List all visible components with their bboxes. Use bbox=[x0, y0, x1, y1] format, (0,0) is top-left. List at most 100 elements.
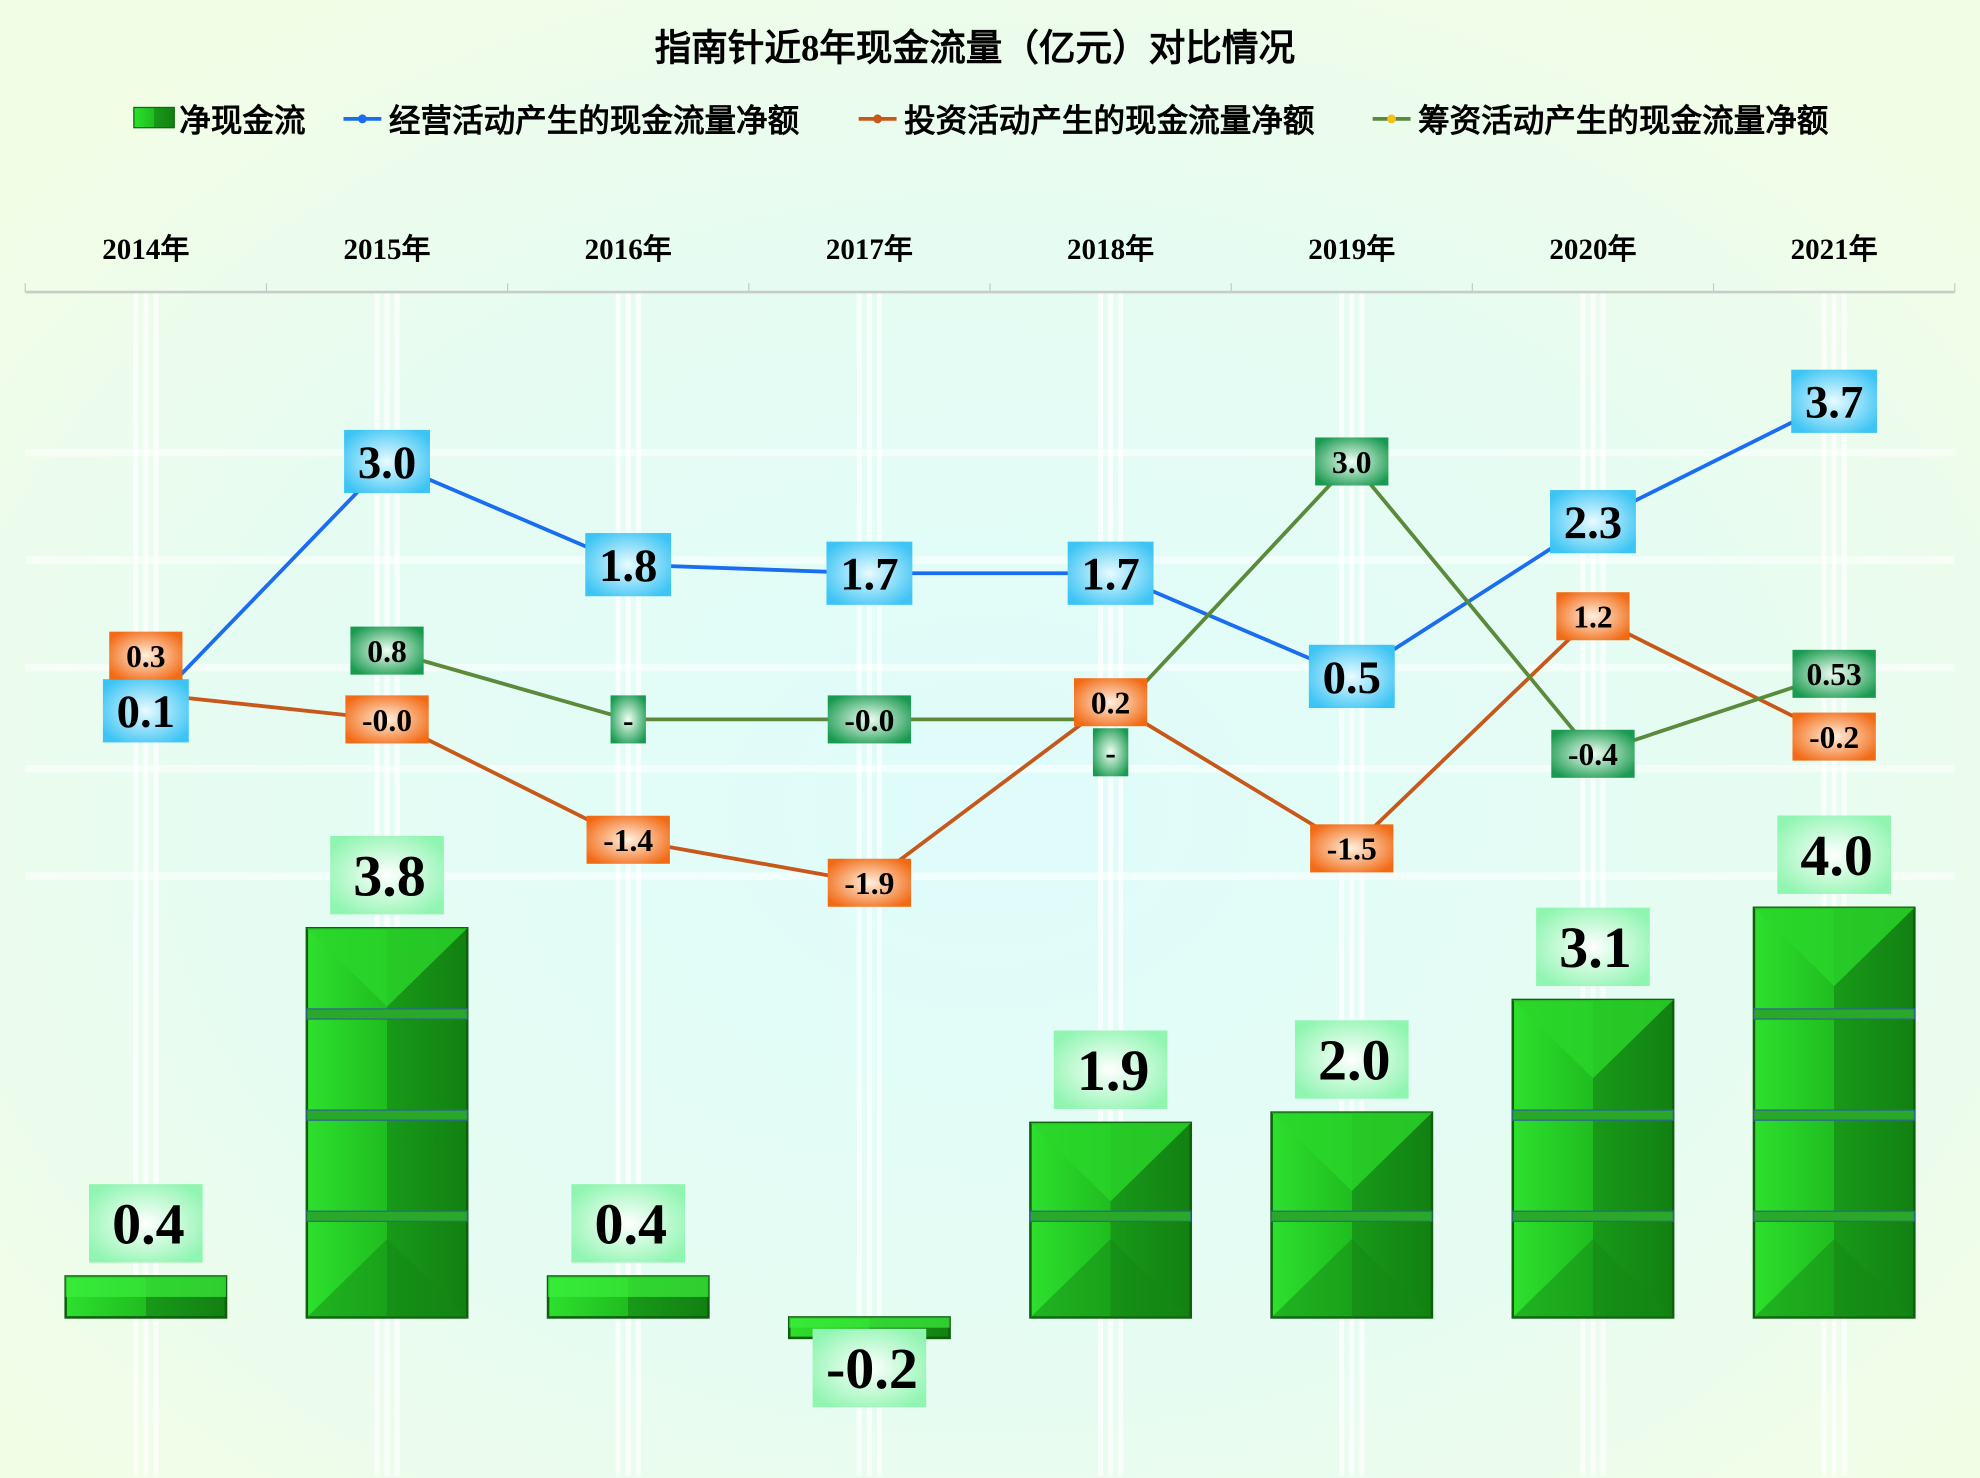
category-tick-label: 2014年 bbox=[102, 232, 189, 266]
bar-segment-band bbox=[1029, 1210, 1192, 1222]
bar-segment-band bbox=[1753, 1008, 1915, 1020]
bar-segment-band bbox=[1753, 1210, 1915, 1222]
line-value-label: 0.1 bbox=[117, 686, 175, 738]
net-cash-bar: 1.9 bbox=[1029, 1030, 1193, 1319]
category-tick-label: 2017年 bbox=[826, 232, 913, 266]
column-stripe bbox=[1118, 293, 1124, 1476]
bar-highlight bbox=[548, 1276, 709, 1297]
net-cash-bar: 3.1 bbox=[1511, 907, 1675, 1319]
net-value-label: 0.4 bbox=[112, 1192, 185, 1257]
line-value-label-box bbox=[1092, 728, 1129, 777]
line-value-label: - bbox=[623, 703, 634, 738]
line-value-label: -0.4 bbox=[1568, 737, 1618, 772]
bar-top-facet bbox=[1030, 1122, 1191, 1202]
line-value-label-box bbox=[1073, 678, 1148, 727]
column-stripe bbox=[1600, 293, 1606, 1476]
category-tick-label: 2015年 bbox=[343, 232, 430, 266]
line-value-label-box bbox=[350, 626, 424, 675]
legend-label: 筹资活动产生的现金流量净额 bbox=[1418, 102, 1829, 138]
line-value-label-box bbox=[586, 815, 670, 864]
row-stripe bbox=[25, 556, 1955, 564]
line-value-label-box bbox=[1792, 649, 1876, 698]
line-value-label: 3.0 bbox=[1332, 445, 1371, 480]
bar-segment-band bbox=[1512, 1109, 1674, 1121]
row-stripe bbox=[25, 448, 1955, 457]
bar-segment-band bbox=[1512, 1210, 1674, 1222]
net-cash-bar: -0.2 bbox=[787, 1316, 951, 1408]
column-stripe bbox=[1349, 293, 1355, 1476]
row-stripe bbox=[25, 764, 1955, 773]
column-stripe bbox=[1108, 293, 1114, 1476]
net-cash-bar: 4.0 bbox=[1752, 815, 1916, 1319]
bar-segment-band bbox=[306, 1008, 468, 1020]
column-stripe bbox=[1097, 293, 1104, 1476]
category-tick-label: 2016年 bbox=[585, 232, 672, 266]
net-value-label: -0.2 bbox=[826, 1336, 918, 1401]
line-value-label-box bbox=[827, 695, 912, 744]
category-tick-label: 2018年 bbox=[1067, 232, 1154, 266]
net-cash-bar: 2.0 bbox=[1270, 1020, 1434, 1319]
legend: 净现金流 经营活动产生的现金流量净额 投资活动产生的现金流量净额 筹资活动产生的现金流… bbox=[133, 102, 1829, 138]
line-value-label: 1.8 bbox=[599, 540, 657, 592]
legend-marker-icon bbox=[357, 114, 367, 124]
line-value-label: 0.3 bbox=[126, 639, 165, 674]
bar-bottom-facet bbox=[1030, 1239, 1191, 1318]
column-stripe bbox=[133, 293, 139, 1476]
column-stripe bbox=[635, 293, 641, 1476]
legend-bar-icon bbox=[133, 106, 175, 129]
line-value-label: -1.9 bbox=[844, 866, 894, 901]
net-value-label: 2.0 bbox=[1318, 1028, 1391, 1093]
line-value-label-box bbox=[345, 695, 429, 744]
net-value-label: 3.1 bbox=[1559, 915, 1632, 980]
line-value-label: 1.7 bbox=[1081, 549, 1139, 601]
net-value-label: 4.0 bbox=[1800, 823, 1873, 888]
line-value-label: 3.0 bbox=[358, 437, 416, 489]
category-tick-label: 2019年 bbox=[1308, 232, 1395, 266]
net-value-label-box bbox=[1536, 907, 1650, 987]
line-value-label: 0.5 bbox=[1323, 652, 1381, 704]
net-cash-bar: 0.4 bbox=[64, 1184, 228, 1319]
net-value-label-box bbox=[330, 835, 444, 915]
line-value-label-box bbox=[1308, 644, 1395, 709]
line-value-label: 0.8 bbox=[367, 634, 406, 669]
net-value-label: 1.9 bbox=[1077, 1038, 1150, 1103]
line-value-label-box bbox=[1310, 824, 1394, 873]
line-value-label: - bbox=[1105, 736, 1116, 771]
bar-bottom-facet bbox=[1753, 1239, 1915, 1318]
line-value-label: 1.7 bbox=[840, 549, 898, 601]
net-value-label-box bbox=[571, 1184, 686, 1263]
bar-highlight bbox=[789, 1317, 950, 1328]
bar-top-facet bbox=[1753, 907, 1915, 987]
line-value-label: 2.3 bbox=[1564, 497, 1622, 549]
line-value-label-box bbox=[1551, 729, 1635, 778]
row-stripe bbox=[25, 872, 1955, 880]
column-stripe bbox=[625, 293, 631, 1476]
line-value-label-box bbox=[109, 631, 183, 680]
bar-top-facet bbox=[1271, 1112, 1432, 1191]
line-value-label: -0.2 bbox=[1809, 720, 1859, 755]
bar-top-facet bbox=[306, 928, 468, 1007]
column-stripe bbox=[153, 293, 159, 1476]
line-value-label-box bbox=[827, 858, 912, 907]
chart-title: 指南针近8年现金流量（亿元）对比情况 bbox=[655, 28, 1296, 69]
net-value-label: 3.8 bbox=[353, 843, 426, 908]
line-value-label: -1.5 bbox=[1327, 832, 1377, 867]
net-value-label-box bbox=[812, 1328, 927, 1408]
net-value-label-box bbox=[1294, 1020, 1409, 1099]
net-cash-bar: 0.4 bbox=[546, 1184, 710, 1319]
legend-marker-icon bbox=[1387, 114, 1396, 124]
line-value-label-box bbox=[826, 541, 913, 605]
net-cash-bar: 3.8 bbox=[305, 835, 469, 1319]
net-value-label: 0.4 bbox=[594, 1192, 667, 1257]
line-value-label-box bbox=[585, 533, 672, 597]
bar-segment-band bbox=[1753, 1109, 1915, 1121]
net-value-label-box bbox=[1777, 815, 1891, 894]
category-tick-label: 2021年 bbox=[1791, 232, 1878, 266]
line-value-label-box bbox=[1792, 712, 1876, 761]
line-value-label-box bbox=[610, 695, 646, 744]
net-value-label-box bbox=[1053, 1030, 1168, 1109]
line-value-label: -1.4 bbox=[603, 823, 653, 858]
line-value-label-box bbox=[1556, 592, 1630, 641]
